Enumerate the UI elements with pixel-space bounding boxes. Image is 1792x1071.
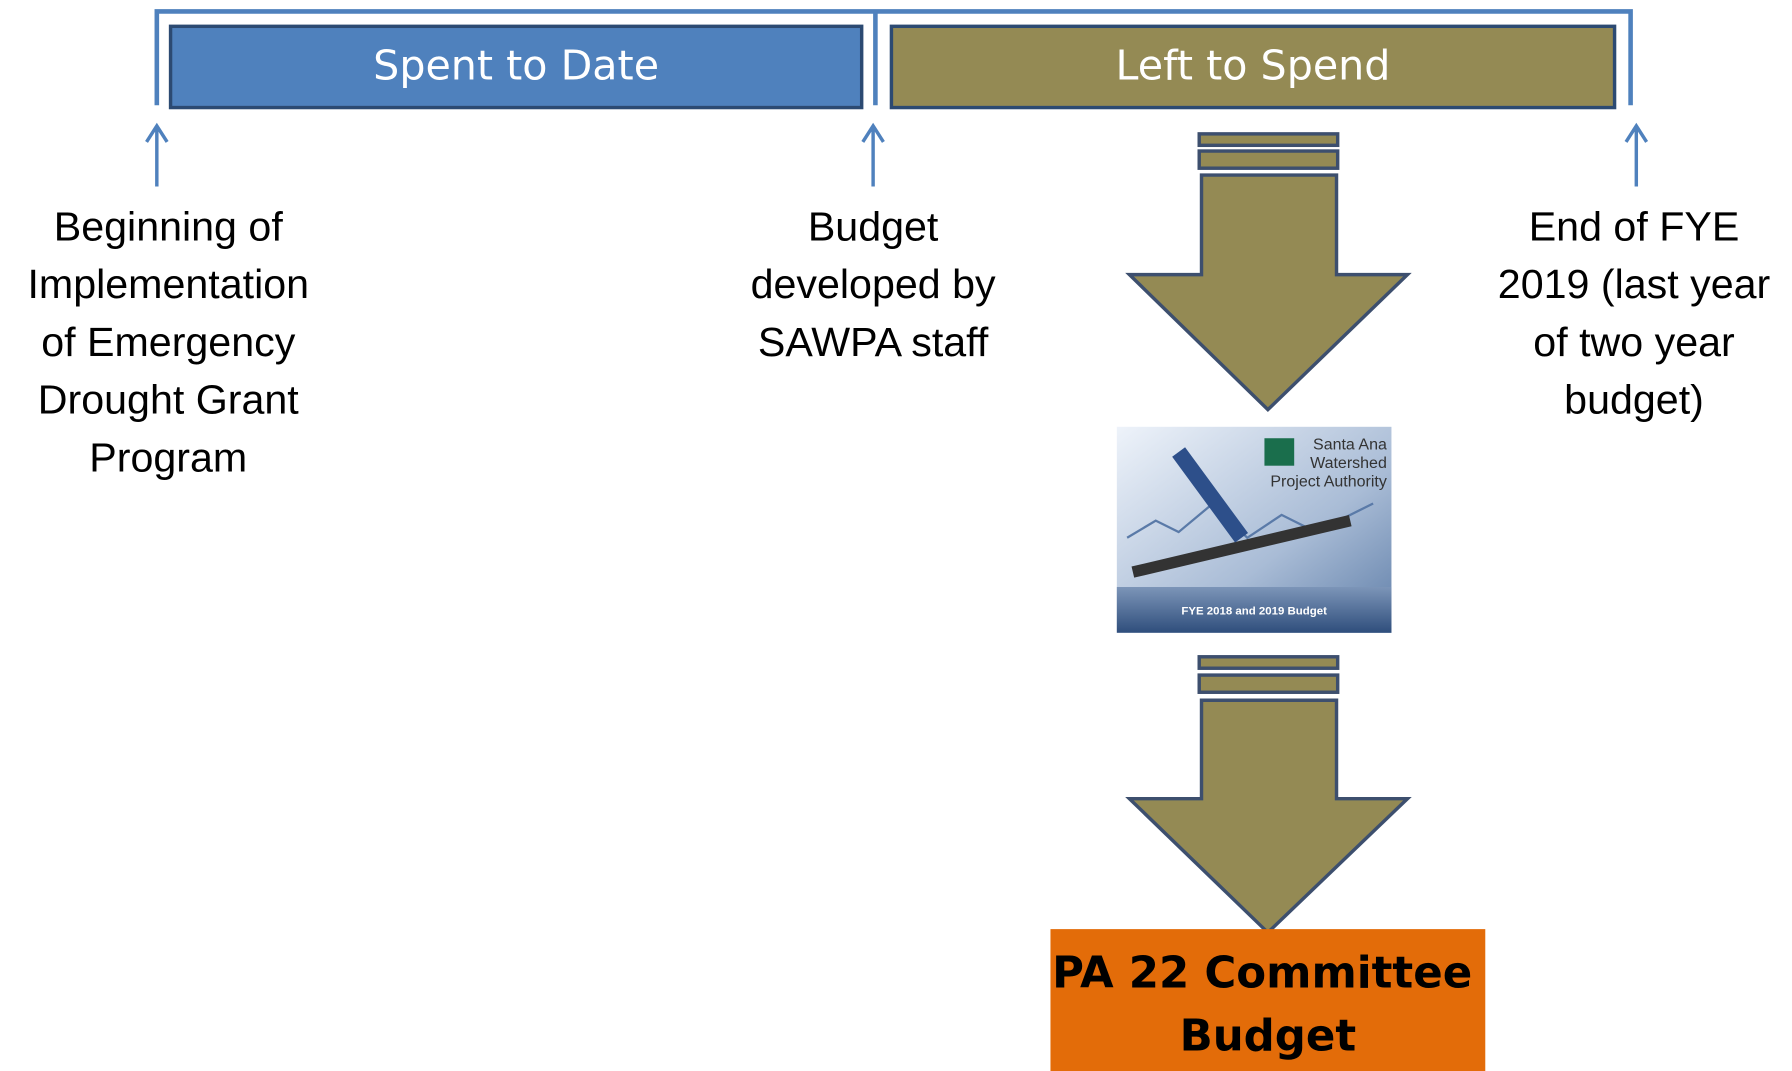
org-name: Watershed xyxy=(1310,455,1387,472)
milestones: Beginning of Implementation of Emergency Dr… xyxy=(27,203,1770,480)
milestone-label: End of FYE xyxy=(1529,203,1740,249)
flow-arrow xyxy=(1129,657,1407,933)
milestone-label: Implementation xyxy=(27,261,309,307)
budget-document: Santa Ana Watershed Project Authority FY… xyxy=(1117,427,1392,633)
milestone-label: of Emergency xyxy=(41,319,296,365)
milestone-label: budget) xyxy=(1564,377,1704,423)
result-label: Budget xyxy=(1180,1011,1357,1061)
org-name: Santa Ana xyxy=(1313,437,1387,454)
milestone-label: Drought Grant xyxy=(38,377,300,423)
milestone-label: Budget xyxy=(808,203,939,249)
page: Spent to Date Left to Spend Beginning of… xyxy=(0,0,1792,1071)
milestone-label: Program xyxy=(89,434,247,480)
milestone-label: of two year xyxy=(1533,319,1735,365)
phase-label: Left to Spend xyxy=(1116,42,1391,90)
milestone-arrows xyxy=(147,126,1647,187)
milestone-label: 2019 (last year xyxy=(1498,261,1771,307)
milestone-label: Beginning of xyxy=(54,203,284,249)
document-caption: FYE 2018 and 2019 Budget xyxy=(1181,605,1327,617)
org-name: Project Authority xyxy=(1270,473,1387,490)
result-label: PA 22 Committee xyxy=(1052,948,1472,998)
milestone-label: SAWPA staff xyxy=(758,319,989,365)
phase-label: Spent to Date xyxy=(373,42,659,90)
diagram: Spent to Date Left to Spend Beginning of… xyxy=(0,0,1792,1071)
milestone-label: developed by xyxy=(751,261,996,307)
flow-arrow xyxy=(1129,134,1407,410)
